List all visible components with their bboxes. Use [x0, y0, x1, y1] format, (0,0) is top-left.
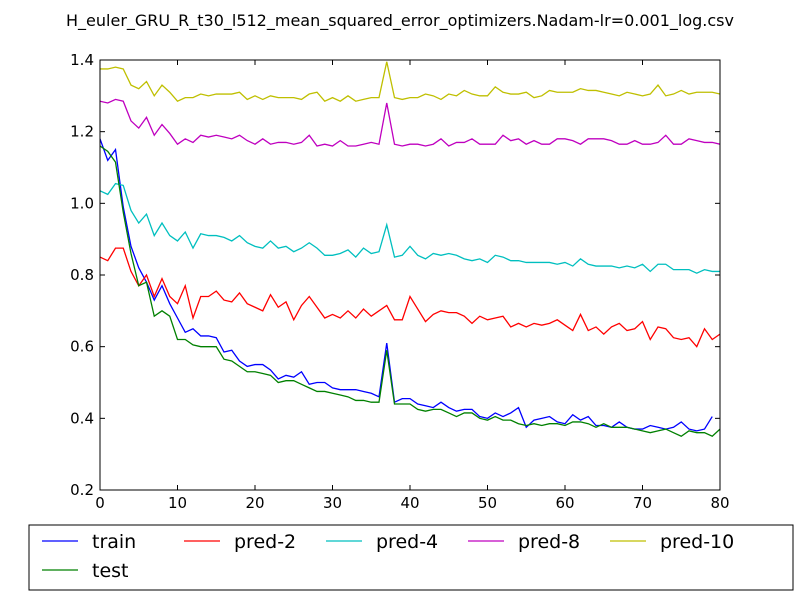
y-tick-label: 1.2 — [70, 123, 94, 141]
legend: train pred-2 pred-4 pred-8 pred-10 test — [28, 524, 794, 591]
legend-label-pred-10: pred-10 — [660, 531, 734, 553]
x-tick-label: 50 — [478, 494, 497, 512]
series-line-test — [100, 145, 720, 438]
y-tick-label: 0.4 — [70, 409, 94, 427]
x-tick-label: 80 — [710, 494, 729, 512]
legend-label-pred-4: pred-4 — [376, 531, 438, 553]
y-tick-label: 0.6 — [70, 338, 94, 356]
y-tick-label: 1.4 — [70, 51, 94, 69]
legend-box — [28, 524, 794, 591]
x-tick-label: 40 — [400, 494, 419, 512]
x-tick-label: 10 — [168, 494, 187, 512]
plot-frame — [99, 59, 721, 491]
x-tick-label: 20 — [245, 494, 264, 512]
plot-area — [100, 61, 720, 438]
chart-title: H_euler_GRU_R_t30_l512_mean_squared_erro… — [66, 11, 734, 31]
legend-label-pred-8: pred-8 — [518, 531, 580, 553]
legend-label-test: test — [92, 560, 129, 582]
axes: 0 10 20 30 40 50 60 70 80 0.2 0.4 0.6 0.8 1.0 1.2 1.4 — [70, 51, 729, 512]
legend-label-train: train — [92, 531, 136, 553]
series-line-pred-4 — [100, 182, 720, 274]
series-line-pred-8 — [100, 98, 720, 147]
x-tick-label: 60 — [555, 494, 574, 512]
y-tick-label: 0.8 — [70, 266, 94, 284]
y-tick-label: 1.0 — [70, 194, 94, 212]
x-tick-label: 30 — [323, 494, 342, 512]
x-tick-label: 0 — [95, 494, 105, 512]
legend-label-pred-2: pred-2 — [234, 531, 296, 553]
y-tick-label: 0.2 — [70, 481, 94, 499]
series-line-pred-10 — [100, 61, 720, 103]
series-line-train — [100, 138, 713, 432]
x-tick-label: 70 — [633, 494, 652, 512]
series-line-pred-2 — [100, 247, 720, 348]
